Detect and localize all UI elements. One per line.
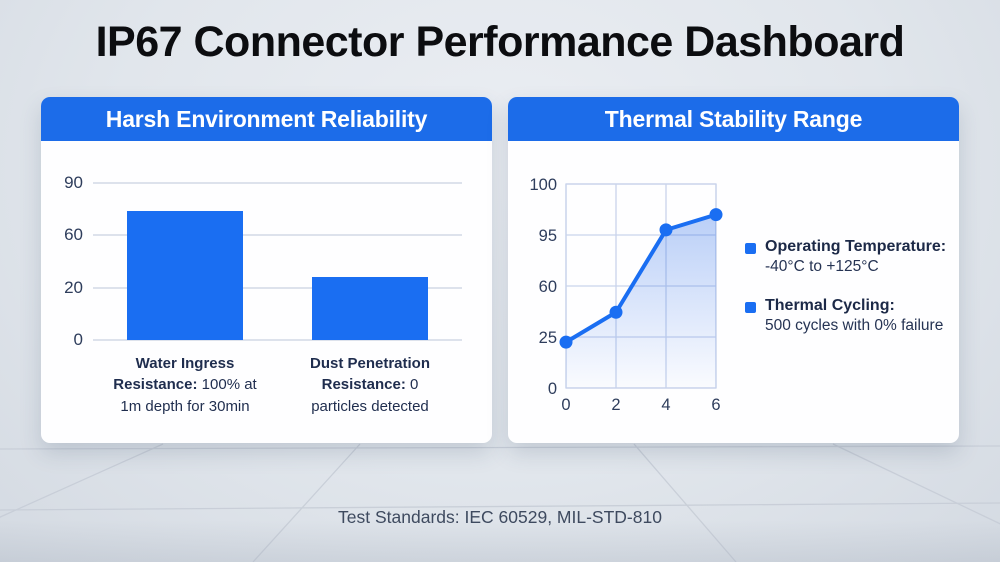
legend-detail: -40°C to +125°C (765, 258, 879, 275)
bar (127, 210, 243, 340)
line-chart-point (559, 335, 573, 349)
line-chart-point (709, 208, 723, 222)
bar-label-regular: 100% at 1m depth for 30min (120, 376, 257, 415)
bar-chart-ytick-label: 0 (73, 330, 83, 349)
line-chart-point (659, 223, 673, 237)
line-chart-area-fill (566, 214, 716, 388)
footer-standards: Test Standards: IEC 60529, MIL-STD-810 (338, 507, 662, 527)
line-chart-xtick-label: 6 (711, 396, 720, 414)
panel-thermal-stability: Thermal Stability Range 0 25 60 95 100 0 2 4 6 O… (508, 97, 959, 443)
bar-label-dust-penetration: Dust Penetration Resistance: 0 particles… (293, 353, 447, 417)
bar-label-regular: 0 particles detected (311, 376, 429, 415)
line-chart-ytick-label: 0 (548, 380, 557, 398)
bar-label-bold: Dust Penetration Resistance: (309, 355, 430, 394)
page-title: IP67 Connector Performance Dashboard (95, 18, 905, 66)
line-chart: 0 25 60 95 100 0 2 4 6 (529, 176, 723, 414)
bar-chart-ytick-label: 90 (64, 173, 83, 192)
bar-chart-gridline (93, 234, 462, 237)
floor-line (633, 443, 737, 562)
legend-title: Thermal Cycling: (765, 297, 895, 314)
line-chart-xtick-label: 4 (661, 396, 670, 414)
panel-harsh-environment: Harsh Environment Reliability 0 20 60 90 Wa… (41, 97, 492, 443)
line-chart-line (564, 212, 718, 345)
bar (312, 277, 428, 340)
line-chart-xtick-label: 0 (561, 396, 570, 414)
legend-bullet-icon (745, 302, 756, 313)
floor-line (252, 443, 361, 562)
legend-title: Operating Temperature: (765, 238, 947, 255)
legend-item-operating-temperature: Operating Temperature: -40°C to +125°C (745, 238, 957, 276)
legend-detail: 500 cycles with 0% failure (765, 317, 944, 334)
panel-header-thermal-stability: Thermal Stability Range (508, 97, 959, 141)
line-chart-ytick-label: 60 (539, 278, 557, 296)
bar-chart-plot: 0 20 60 90 (64, 173, 462, 349)
panel-header-harsh-environment: Harsh Environment Reliability (41, 97, 492, 141)
line-chart-ytick-label: 95 (539, 227, 557, 245)
floor-shade (0, 520, 1000, 562)
line-chart-ytick-label: 25 (539, 329, 557, 347)
bar-label-water-ingress: Water Ingress Resistance: 100% at 1m dep… (108, 353, 262, 417)
legend-bullet-icon (745, 243, 756, 254)
line-chart-xtick-label: 2 (611, 396, 620, 414)
floor-line (0, 443, 164, 518)
bar-chart-gridline (93, 182, 462, 184)
bar-label-bold: Water Ingress Resistance: (113, 355, 235, 394)
legend: Operating Temperature: -40°C to +125°C T… (745, 238, 957, 335)
legend-item-thermal-cycling: Thermal Cycling: 500 cycles with 0% fail… (745, 297, 957, 335)
line-chart-point (609, 305, 623, 319)
line-chart-ytick-label: 100 (529, 176, 557, 194)
bar-chart-ytick-label: 60 (64, 225, 83, 245)
floor-line (0, 445, 1000, 450)
bar-chart-gridline (93, 339, 462, 341)
bar-chart-gridline (93, 286, 462, 289)
bar-chart-ytick-label: 20 (64, 277, 83, 297)
floor-line (0, 502, 1000, 511)
